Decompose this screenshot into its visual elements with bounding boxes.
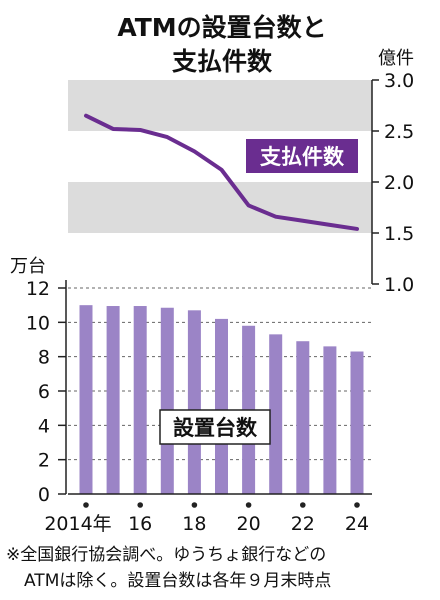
- x-tick-dot: [354, 502, 360, 508]
- bar-y-tick-label: 6: [38, 381, 50, 403]
- line-y-tick-label: 1.5: [384, 223, 414, 245]
- line-y-unit: 億件: [378, 48, 414, 69]
- bar: [215, 318, 228, 494]
- line-y-tick-label: 2.0: [384, 172, 414, 194]
- x-tick-label: 16: [128, 513, 152, 535]
- footnote-line2: ATMは除く。設置台数は各年９月末時点: [24, 571, 331, 591]
- bar-series-label: 設置台数: [173, 416, 258, 440]
- bar-y-unit: 万台: [10, 256, 46, 277]
- bar-y-tick-label: 12: [26, 278, 50, 300]
- bar: [269, 334, 283, 494]
- bar: [79, 305, 93, 494]
- x-tick-dot: [191, 502, 198, 508]
- x-tick-label: 20: [237, 513, 261, 535]
- bar-y-tick-label: 10: [26, 312, 50, 334]
- bar: [350, 351, 364, 494]
- x-tick-dot: [300, 502, 306, 508]
- x-tick-label: 2014年: [44, 513, 111, 535]
- bar-y-tick-label: 2: [38, 450, 50, 472]
- x-tick-label: 24: [345, 513, 369, 535]
- bar-y-tick-label: 4: [38, 415, 50, 437]
- line-band-upper: [68, 80, 372, 131]
- bar-y-tick-label: 0: [38, 484, 50, 506]
- footnote-line1: ※全国銀行協会調べ。ゆうちょ銀行などの: [6, 545, 326, 565]
- x-tick-label: 22: [291, 513, 315, 535]
- bar: [187, 310, 201, 494]
- line-y-tick-label: 2.5: [384, 121, 414, 143]
- x-tick-dot: [245, 502, 252, 508]
- bar-y-tick-label: 8: [38, 347, 50, 369]
- line-series-label-box: [246, 139, 358, 173]
- line-y-tick-label: 3.0: [384, 70, 414, 92]
- chart-title-line2: 支払件数: [172, 47, 273, 76]
- bar: [296, 341, 310, 494]
- x-tick-dot: [83, 502, 89, 508]
- line-y-tick-label: 1.0: [384, 274, 414, 296]
- bar: [323, 346, 337, 494]
- bar: [160, 307, 174, 494]
- bar: [106, 306, 120, 494]
- chart-title-line1: ATMの設置台数と: [117, 13, 326, 42]
- x-tick-dot: [137, 502, 143, 508]
- x-tick-label: 18: [182, 513, 206, 535]
- bar: [133, 306, 147, 494]
- line-series-label: 支払件数: [260, 145, 345, 169]
- bar-series-label-box: [159, 409, 271, 445]
